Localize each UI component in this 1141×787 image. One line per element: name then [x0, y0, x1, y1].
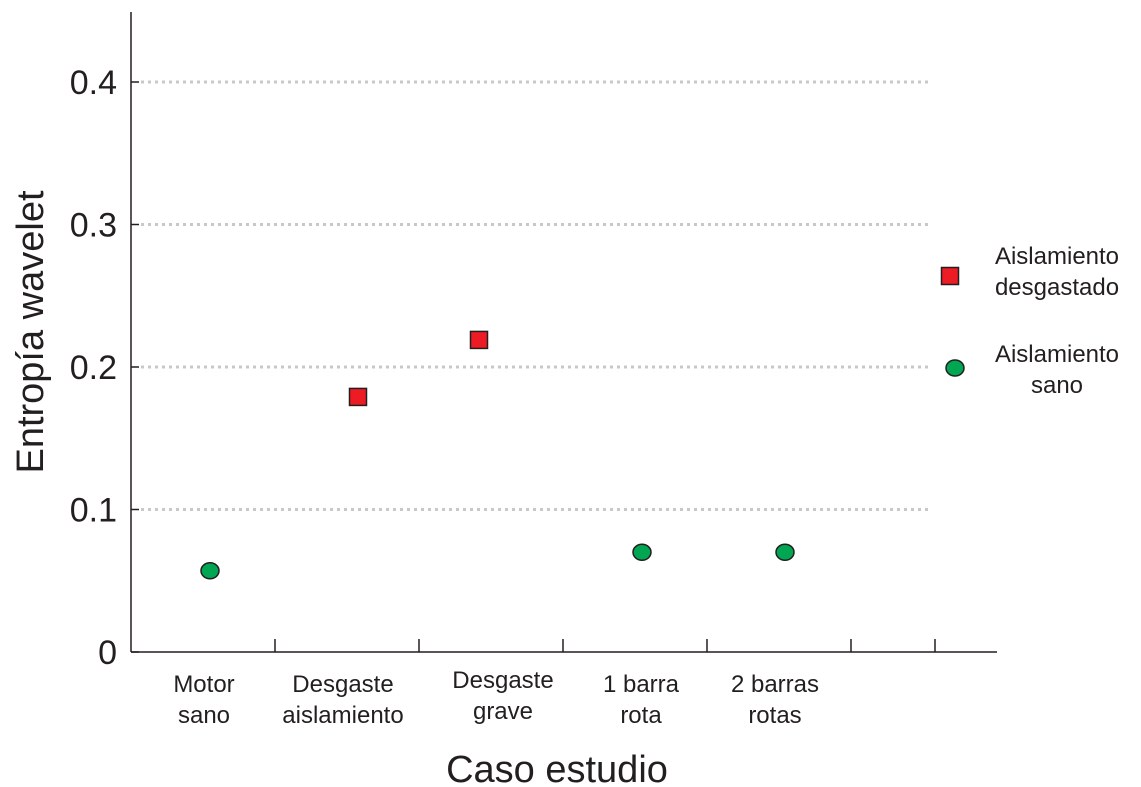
- data-point: [775, 543, 795, 561]
- grid-lines: [141, 80, 932, 511]
- x-category-label: rota: [620, 702, 662, 729]
- data-point: [469, 330, 489, 350]
- legend-label: Aislamiento: [995, 243, 1119, 270]
- x-category-label: Motor: [173, 671, 234, 698]
- x-category-label: 2 barras: [731, 671, 819, 698]
- legend-marker: [940, 266, 960, 286]
- data-point: [348, 387, 368, 407]
- legend-label: Aislamiento: [995, 341, 1119, 368]
- y-tick-label: 0.3: [70, 207, 117, 245]
- data-point: [200, 562, 220, 580]
- y-tick-label: 0.1: [70, 492, 117, 530]
- legend-label: sano: [1031, 372, 1083, 399]
- x-category-label: sano: [178, 702, 230, 729]
- axes: [130, 12, 997, 653]
- data-points: [200, 330, 795, 580]
- y-axis-ticks: 0 0.1 0.2 0.3 0.4: [70, 64, 139, 672]
- x-category-label: rotas: [748, 702, 801, 729]
- legend-marker: [945, 359, 965, 377]
- y-tick-label: 0.4: [70, 64, 117, 102]
- x-category-label: aislamiento: [282, 702, 403, 729]
- y-tick-label: 0.2: [70, 349, 117, 387]
- y-axis-title: Entropía wavelet: [10, 190, 52, 473]
- y-tick-label: 0: [98, 634, 117, 672]
- x-category-label: grave: [473, 698, 533, 725]
- x-category-label: Desgaste: [292, 671, 393, 698]
- x-axis-title: Caso estudio: [446, 749, 668, 787]
- legend: Aislamiento desgastado Aislamiento sano: [940, 243, 1119, 399]
- x-axis-categories: Motor sano Desgaste aislamiento Desgaste grav…: [173, 639, 936, 729]
- data-point: [632, 543, 652, 561]
- x-category-label: 1 barra: [603, 671, 680, 698]
- legend-label: desgastado: [995, 274, 1119, 301]
- x-category-label: Desgaste: [452, 667, 553, 694]
